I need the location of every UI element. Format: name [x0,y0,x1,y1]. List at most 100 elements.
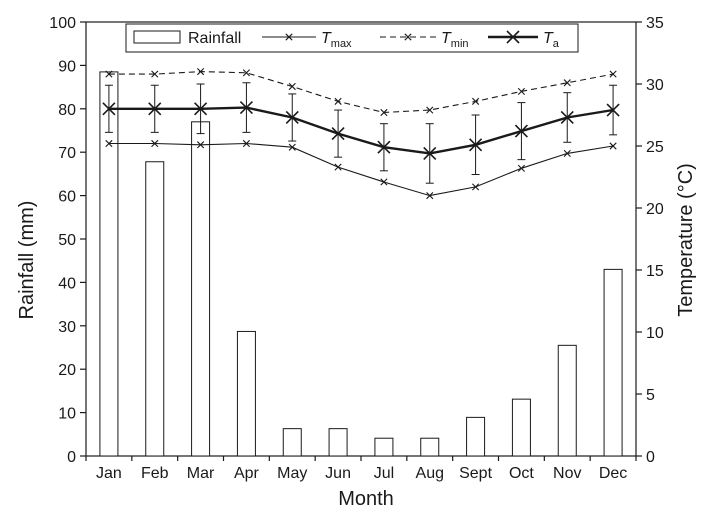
series-min-point [334,97,342,105]
rainfall-bar [603,268,623,457]
y-left-tick-label: 80 [58,102,76,119]
series-max-point [517,164,526,172]
legend-min-marker [404,33,412,41]
legend-max-marker [285,33,293,41]
series-a-line [108,106,614,155]
x-tick-label: Jul [374,465,394,482]
series-a-point [377,140,391,154]
legend-rainfall-label: Rainfall [188,30,241,47]
x-tick-label: Jan [96,465,122,482]
series-min-point [380,108,388,117]
y-left-tick-label: 10 [58,406,76,423]
series-max-point [380,178,388,186]
y-right-tick-label: 20 [646,201,664,218]
rainfall-bars [99,71,623,457]
y-right-tick-label: 10 [646,325,664,342]
x-tick-label: Oct [509,465,534,482]
series-a-point [560,110,574,125]
x-tick-label: Jun [325,465,351,482]
series-a-point [423,146,437,161]
legend-max-label: Tmax [321,30,352,50]
series-max-point [151,139,159,148]
legend-rainfall-swatch [133,30,181,44]
plot-area-border [85,21,637,457]
rainfall-bar [282,428,302,457]
legend: Rainfall Tmax Tmin Ta [125,23,579,53]
series-max-point [105,139,113,148]
series-min-point [105,70,113,78]
y-right-tick-label: 0 [646,449,655,466]
x-tick-label: Sept [459,465,492,482]
y-right-tick-label: 35 [646,15,664,32]
plot-frame [85,21,637,457]
series-a-point [194,102,208,116]
x-axis-title: Month [338,488,394,510]
legend-a-marker [506,30,520,44]
y-left-tick-label: 50 [58,232,76,249]
rainfall-bar [420,437,440,457]
rainfall-bar [374,437,394,457]
y-left-tick-label: 30 [58,319,76,336]
series-a-point [148,102,162,116]
x-tick-label: Feb [141,465,169,482]
series-a-point [469,138,483,152]
rainfall-bar [557,344,577,457]
y-left-tick-label: 40 [58,275,76,292]
series-min-point [426,106,434,114]
x-tick-label: Apr [234,465,260,482]
x-tick-label: Aug [416,465,444,482]
rainfall-bar [145,161,165,457]
axes: 0 10 20 30 40 50 60 70 80 90 100 0 5 10 15 20 25 30 35 Jan F… [49,15,664,482]
x-tick-label: Nov [553,465,581,482]
series-max-point [288,143,296,151]
series-min-point [151,70,159,78]
y-left-tick-label: 90 [58,58,76,75]
series-max-point [196,141,205,149]
y-left-tick-label: 70 [58,145,76,162]
series-max-point [471,183,480,191]
series-min-point [517,87,526,96]
series-max-point [609,142,617,150]
series-max-point [242,139,251,148]
legend-a-label: Ta [543,30,560,50]
legend-min-label: Tmin [441,30,469,50]
series-max-point [334,163,342,171]
series-min-point [242,69,251,77]
y-right-tick-label: 25 [646,139,664,156]
series-a-point [514,124,528,138]
y-right-tick-label: 5 [646,387,655,404]
rainfall-bar [466,416,486,457]
y-right-tick-label: 15 [646,263,664,280]
series-max-point [563,149,571,158]
temperature-lines [102,68,620,200]
series-max-line [108,142,614,197]
series-a-point [239,100,253,115]
series-a-point [606,103,620,117]
rainfall-bar [99,71,119,457]
series-a-point [102,102,116,116]
series-min-point [609,70,617,78]
series-min-point [563,79,571,87]
y-left-tick-label: 0 [67,449,76,466]
series-a-point [331,127,345,141]
series-min-point [196,68,205,76]
series-a-point [285,110,299,125]
y-right-tick-label: 30 [646,77,664,94]
y-left-tick-label: 60 [58,189,76,206]
x-tick-label: May [277,465,307,482]
x-tick-label: Mar [187,465,215,482]
series-min-point [471,97,480,105]
y-axis-right-title: Temperature (°C) [675,163,697,317]
rainfall-bar [191,121,211,457]
rainfall-bar [236,330,256,457]
rainfall-bar [511,398,531,457]
y-left-tick-label: 20 [58,362,76,379]
y-left-tick-label: 100 [49,15,76,32]
series-max-point [426,192,434,200]
series-min-point [288,82,296,91]
series-min-line [108,71,614,114]
rainfall-bar [328,428,348,457]
x-tick-label: Dec [599,465,627,482]
y-axis-left-title: Rainfall (mm) [16,201,38,320]
